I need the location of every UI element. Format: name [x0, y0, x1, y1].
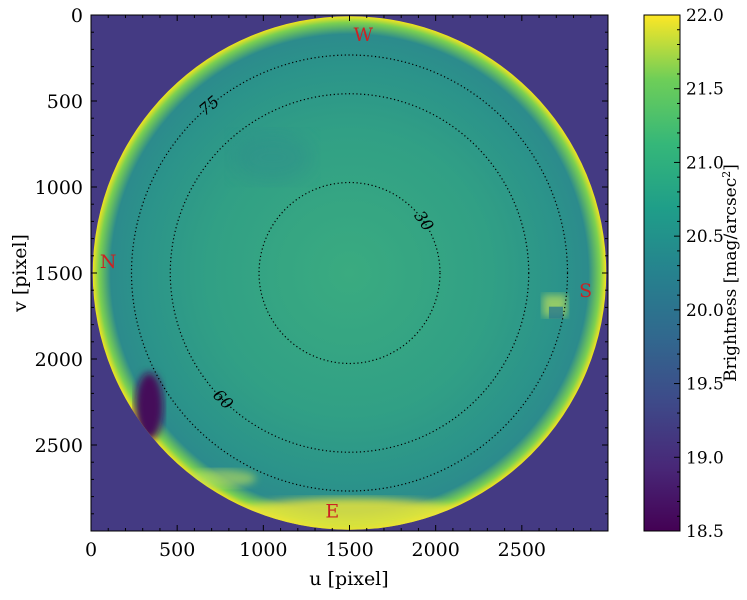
contour-30	[258, 181, 441, 365]
y-tick-label: 500	[47, 91, 83, 113]
colorbar-tick-label: 19.5	[686, 375, 724, 395]
y-axis-label: v [pixel]	[9, 234, 31, 313]
colorbar-label: Brightness [mag/arcsec2]	[720, 164, 741, 382]
direction-label-s: S	[579, 280, 592, 302]
y-axis-ticks: 0 500 1000 1500 2000 2500	[35, 5, 608, 515]
direction-label-w: W	[354, 24, 374, 46]
direction-label-e: E	[325, 500, 339, 522]
x-tick-label: 500	[159, 539, 195, 561]
colorbar-tick-label: 21.5	[686, 80, 724, 100]
y-tick-label: 2500	[35, 435, 83, 457]
colorbar-ticks: 18.5 19.0 19.5 20.0 20.5 21.0 21.5 22.0	[674, 6, 724, 542]
colorbar-tick-label: 18.5	[686, 522, 724, 542]
horizon-shadow-south	[548, 306, 563, 319]
contour-75	[130, 54, 569, 492]
contour-60	[169, 93, 530, 453]
x-tick-label: 1000	[239, 539, 287, 561]
colorbar-tick-label: 21.0	[686, 153, 724, 173]
colorbar	[643, 14, 681, 532]
direction-label-n: N	[100, 251, 117, 273]
sky-features	[135, 132, 567, 530]
y-tick-label: 0	[71, 5, 83, 27]
colorbar-tick-label: 19.0	[686, 448, 724, 468]
horizon-glow-east	[229, 498, 470, 530]
y-tick-label: 1000	[35, 177, 83, 199]
x-tick-label: 2500	[498, 539, 546, 561]
dark-patch-north	[135, 372, 164, 441]
colorbar-tick-label: 22.0	[686, 6, 724, 26]
colorbar-tick-label: 20.5	[686, 227, 724, 247]
x-axis-ticks: 0 500 1000 1500 2000 2500	[85, 15, 592, 561]
sky-disk	[92, 16, 607, 530]
x-axis-label: u [pixel]	[309, 568, 388, 590]
horizon-glow-southeast	[186, 469, 257, 488]
y-tick-label: 2000	[35, 349, 83, 371]
y-tick-label: 1500	[35, 263, 83, 285]
colorbar-tick-label: 20.0	[686, 301, 724, 321]
x-tick-label: 0	[85, 539, 97, 561]
x-tick-label: 1500	[325, 539, 373, 561]
cloud-patch	[232, 132, 313, 183]
x-tick-label: 2000	[411, 539, 459, 561]
